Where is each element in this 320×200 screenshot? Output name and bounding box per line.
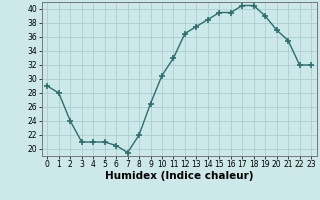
X-axis label: Humidex (Indice chaleur): Humidex (Indice chaleur) (105, 171, 253, 181)
